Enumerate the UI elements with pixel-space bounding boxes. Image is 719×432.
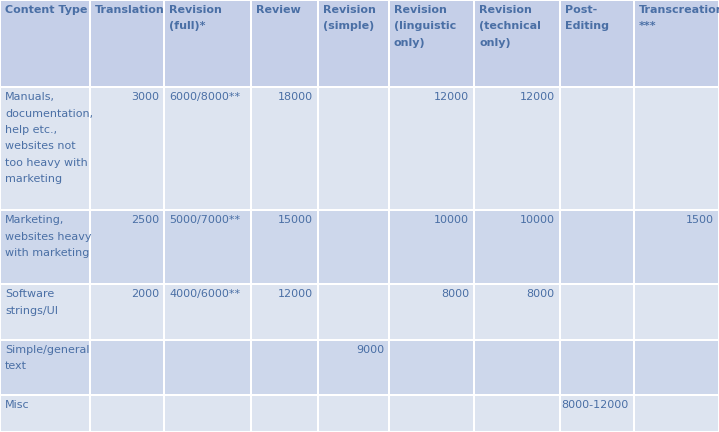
Text: 9000: 9000 xyxy=(356,345,384,355)
Bar xyxy=(561,285,633,339)
Bar xyxy=(1,285,89,339)
Bar xyxy=(252,341,317,394)
Text: 18000: 18000 xyxy=(278,92,313,102)
Text: Content Type: Content Type xyxy=(5,5,88,15)
Bar xyxy=(475,1,559,86)
Bar xyxy=(561,341,633,394)
Bar xyxy=(390,1,473,86)
Bar xyxy=(252,396,317,431)
Bar xyxy=(319,396,388,431)
Text: 8000: 8000 xyxy=(526,289,554,299)
Bar xyxy=(475,211,559,283)
Text: Revision
(technical
only): Revision (technical only) xyxy=(480,5,541,48)
Bar xyxy=(561,1,633,86)
Bar xyxy=(319,341,388,394)
Bar xyxy=(561,396,633,431)
Text: Simple/general
text: Simple/general text xyxy=(5,345,89,371)
Bar xyxy=(390,285,473,339)
Bar xyxy=(252,88,317,210)
Bar xyxy=(561,211,633,283)
Bar xyxy=(165,211,250,283)
Text: 12000: 12000 xyxy=(434,92,470,102)
Bar xyxy=(1,1,89,86)
Text: 8000-12000: 8000-12000 xyxy=(562,400,628,410)
Text: 2000: 2000 xyxy=(131,289,159,299)
Bar xyxy=(390,341,473,394)
Bar xyxy=(1,88,89,210)
Bar xyxy=(91,1,163,86)
Text: 4000/6000**: 4000/6000** xyxy=(169,289,240,299)
Bar xyxy=(635,1,718,86)
Text: 8000: 8000 xyxy=(441,289,470,299)
Text: 10000: 10000 xyxy=(434,216,470,226)
Bar xyxy=(319,285,388,339)
Text: Revision
(simple): Revision (simple) xyxy=(323,5,375,32)
Bar xyxy=(475,341,559,394)
Bar xyxy=(319,1,388,86)
Text: 1500: 1500 xyxy=(686,216,714,226)
Bar xyxy=(252,285,317,339)
Bar xyxy=(165,285,250,339)
Bar xyxy=(561,88,633,210)
Text: 12000: 12000 xyxy=(278,289,313,299)
Text: 2500: 2500 xyxy=(131,216,159,226)
Text: Post-
Editing: Post- Editing xyxy=(564,5,609,32)
Bar xyxy=(475,396,559,431)
Bar xyxy=(1,211,89,283)
Bar xyxy=(475,285,559,339)
Bar xyxy=(91,211,163,283)
Bar xyxy=(91,341,163,394)
Text: 12000: 12000 xyxy=(520,92,554,102)
Text: Manuals,
documentation,
help etc.,
websites not
too heavy with
marketing: Manuals, documentation, help etc., websi… xyxy=(5,92,93,184)
Bar xyxy=(165,396,250,431)
Text: 15000: 15000 xyxy=(278,216,313,226)
Text: Transcreation
***: Transcreation *** xyxy=(638,5,719,32)
Text: 3000: 3000 xyxy=(131,92,159,102)
Bar xyxy=(165,341,250,394)
Bar xyxy=(165,88,250,210)
Bar xyxy=(390,88,473,210)
Text: Revision
(linguistic
only): Revision (linguistic only) xyxy=(394,5,456,48)
Bar xyxy=(1,341,89,394)
Bar xyxy=(165,1,250,86)
Bar xyxy=(390,211,473,283)
Text: Translation: Translation xyxy=(95,5,165,15)
Bar xyxy=(319,211,388,283)
Bar xyxy=(635,396,718,431)
Bar xyxy=(635,341,718,394)
Bar xyxy=(91,396,163,431)
Text: Misc: Misc xyxy=(5,400,29,410)
Text: Revision
(full)*: Revision (full)* xyxy=(169,5,222,32)
Text: Review: Review xyxy=(257,5,301,15)
Text: Marketing,
websites heavy
with marketing: Marketing, websites heavy with marketing xyxy=(5,216,91,258)
Bar xyxy=(252,1,317,86)
Bar xyxy=(390,396,473,431)
Bar xyxy=(635,285,718,339)
Bar xyxy=(635,88,718,210)
Bar xyxy=(91,285,163,339)
Text: Software
strings/UI: Software strings/UI xyxy=(5,289,58,316)
Bar xyxy=(319,88,388,210)
Text: 6000/8000**: 6000/8000** xyxy=(169,92,240,102)
Bar xyxy=(475,88,559,210)
Bar xyxy=(635,211,718,283)
Text: 5000/7000**: 5000/7000** xyxy=(169,216,240,226)
Text: 10000: 10000 xyxy=(520,216,554,226)
Bar xyxy=(1,396,89,431)
Bar xyxy=(252,211,317,283)
Bar xyxy=(91,88,163,210)
